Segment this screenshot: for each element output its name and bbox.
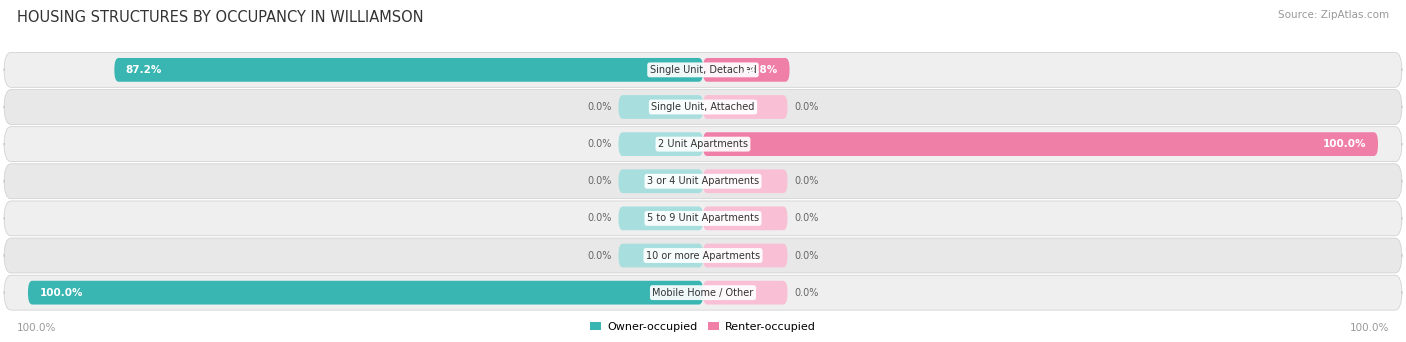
FancyBboxPatch shape bbox=[703, 58, 790, 82]
FancyBboxPatch shape bbox=[703, 132, 1378, 156]
Text: 3 or 4 Unit Apartments: 3 or 4 Unit Apartments bbox=[647, 176, 759, 186]
Text: 100.0%: 100.0% bbox=[17, 323, 56, 333]
Text: 12.8%: 12.8% bbox=[742, 65, 778, 75]
Text: 87.2%: 87.2% bbox=[125, 65, 162, 75]
Legend: Owner-occupied, Renter-occupied: Owner-occupied, Renter-occupied bbox=[586, 317, 820, 337]
FancyBboxPatch shape bbox=[4, 201, 1402, 236]
Text: 2 Unit Apartments: 2 Unit Apartments bbox=[658, 139, 748, 149]
Text: 5 to 9 Unit Apartments: 5 to 9 Unit Apartments bbox=[647, 213, 759, 223]
Text: 100.0%: 100.0% bbox=[1350, 323, 1389, 333]
FancyBboxPatch shape bbox=[4, 52, 1402, 87]
Text: 0.0%: 0.0% bbox=[794, 288, 818, 298]
FancyBboxPatch shape bbox=[28, 281, 703, 304]
Text: 0.0%: 0.0% bbox=[588, 251, 612, 261]
FancyBboxPatch shape bbox=[4, 164, 1402, 199]
Text: 0.0%: 0.0% bbox=[588, 102, 612, 112]
Text: 100.0%: 100.0% bbox=[39, 288, 83, 298]
FancyBboxPatch shape bbox=[703, 244, 787, 267]
Text: 0.0%: 0.0% bbox=[588, 139, 612, 149]
Text: Single Unit, Attached: Single Unit, Attached bbox=[651, 102, 755, 112]
FancyBboxPatch shape bbox=[619, 132, 703, 156]
FancyBboxPatch shape bbox=[4, 90, 1402, 124]
FancyBboxPatch shape bbox=[703, 207, 787, 230]
FancyBboxPatch shape bbox=[703, 281, 787, 304]
FancyBboxPatch shape bbox=[619, 244, 703, 267]
FancyBboxPatch shape bbox=[4, 127, 1402, 161]
FancyBboxPatch shape bbox=[619, 169, 703, 193]
Text: 10 or more Apartments: 10 or more Apartments bbox=[645, 251, 761, 261]
FancyBboxPatch shape bbox=[4, 275, 1402, 310]
FancyBboxPatch shape bbox=[619, 95, 703, 119]
Text: 0.0%: 0.0% bbox=[794, 213, 818, 223]
Text: 100.0%: 100.0% bbox=[1323, 139, 1367, 149]
Text: 0.0%: 0.0% bbox=[588, 176, 612, 186]
Text: 0.0%: 0.0% bbox=[588, 213, 612, 223]
Text: Single Unit, Detached: Single Unit, Detached bbox=[650, 65, 756, 75]
FancyBboxPatch shape bbox=[114, 58, 703, 82]
Text: 0.0%: 0.0% bbox=[794, 176, 818, 186]
Text: Mobile Home / Other: Mobile Home / Other bbox=[652, 288, 754, 298]
FancyBboxPatch shape bbox=[619, 207, 703, 230]
Text: HOUSING STRUCTURES BY OCCUPANCY IN WILLIAMSON: HOUSING STRUCTURES BY OCCUPANCY IN WILLI… bbox=[17, 10, 423, 25]
FancyBboxPatch shape bbox=[4, 238, 1402, 273]
Text: 0.0%: 0.0% bbox=[794, 102, 818, 112]
Text: Source: ZipAtlas.com: Source: ZipAtlas.com bbox=[1278, 10, 1389, 20]
FancyBboxPatch shape bbox=[703, 169, 787, 193]
FancyBboxPatch shape bbox=[703, 95, 787, 119]
Text: 0.0%: 0.0% bbox=[794, 251, 818, 261]
